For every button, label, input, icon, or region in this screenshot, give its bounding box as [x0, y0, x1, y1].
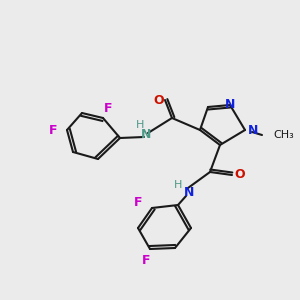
Text: CH₃: CH₃ — [273, 130, 294, 140]
Text: F: F — [142, 254, 150, 268]
Text: H: H — [174, 180, 182, 190]
Text: O: O — [154, 94, 164, 106]
Text: N: N — [225, 98, 235, 112]
Text: N: N — [184, 185, 194, 199]
Text: H: H — [136, 120, 144, 130]
Text: N: N — [141, 128, 151, 142]
Text: O: O — [235, 169, 245, 182]
Text: F: F — [134, 196, 142, 209]
Text: N: N — [248, 124, 258, 136]
Text: F: F — [104, 101, 112, 115]
Text: F: F — [49, 124, 57, 136]
